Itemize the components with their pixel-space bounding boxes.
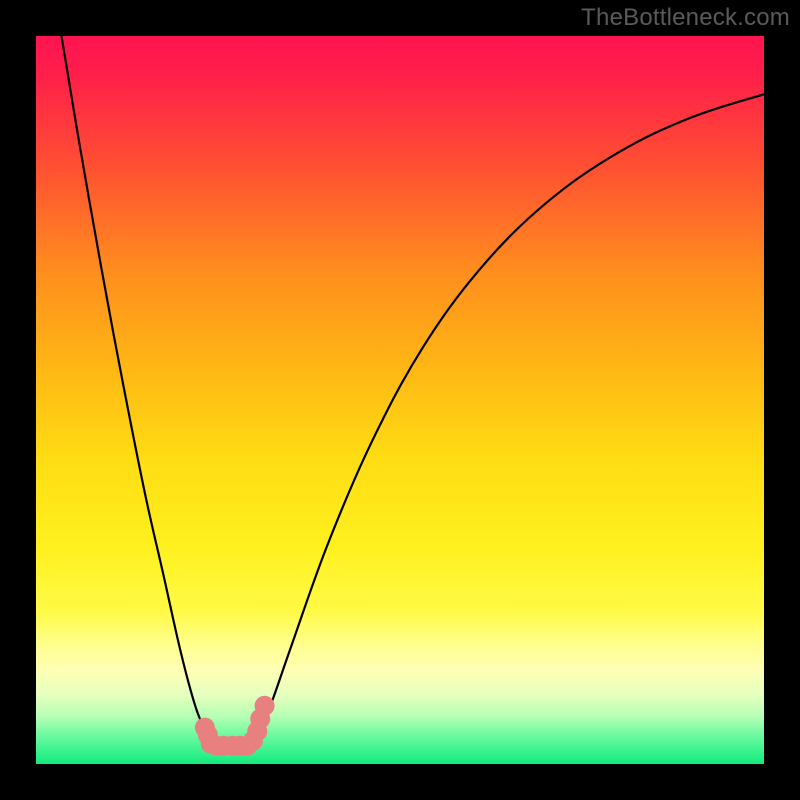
image-frame: TheBottleneck.com (0, 0, 800, 800)
bottleneck-plot (36, 36, 764, 764)
watermark-text: TheBottleneck.com (581, 4, 790, 32)
